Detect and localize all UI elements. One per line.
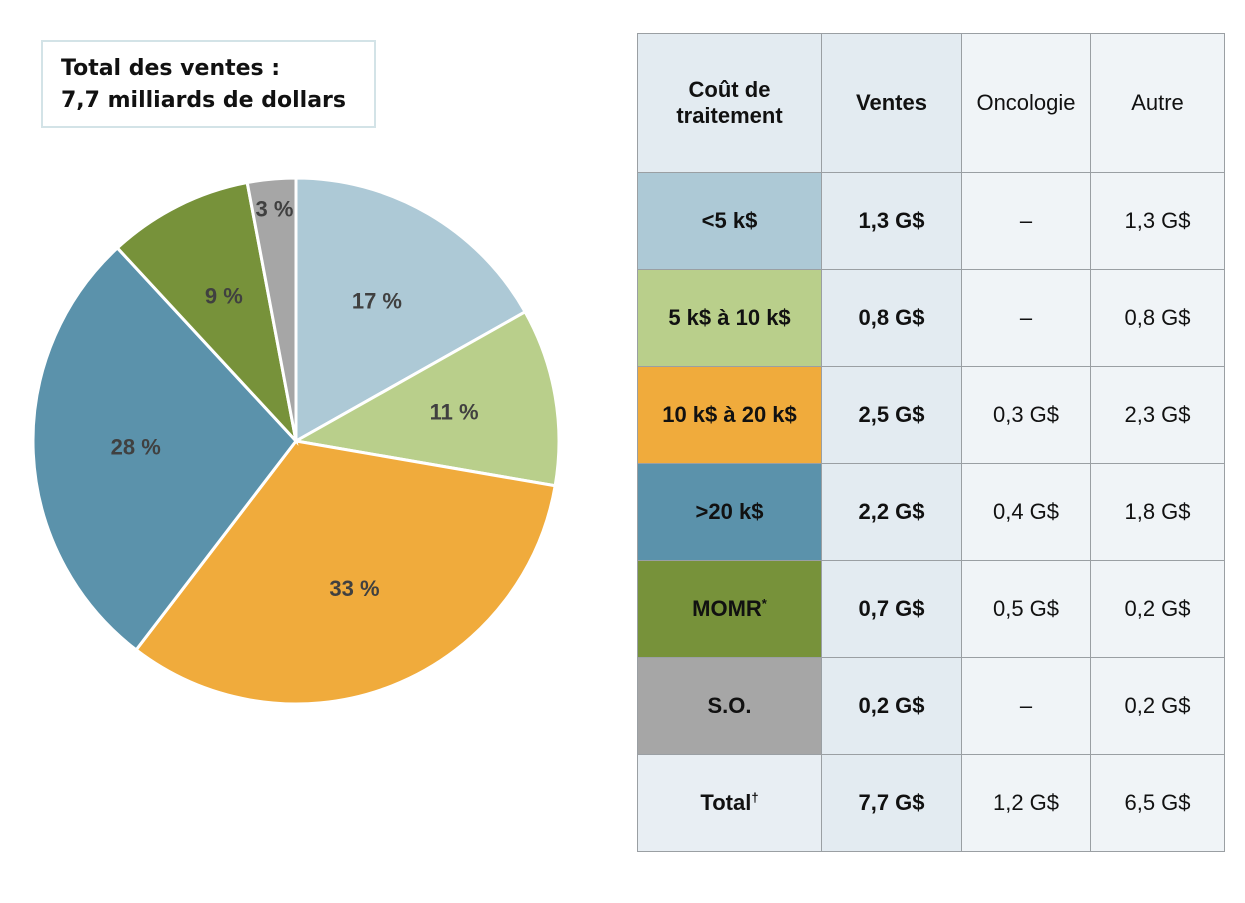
slice-label: 11 % bbox=[430, 400, 479, 425]
row-label: S.O. bbox=[707, 693, 752, 718]
row-label-cell: 10 k$ à 20 k$ bbox=[637, 366, 822, 464]
value-cell: 6,5 G$ bbox=[1090, 754, 1225, 852]
pie-slice bbox=[294, 176, 528, 444]
header-cell: Ventes bbox=[821, 33, 962, 173]
header-text: Coût de traitement bbox=[676, 77, 783, 128]
table-row: 10 k$ à 20 k$ 2,5 G$ 0,3 G$ 2,3 G$ bbox=[637, 366, 1225, 464]
row-label: <5 k$ bbox=[701, 208, 758, 233]
pie-slice bbox=[245, 176, 298, 442]
row-label: 5 k$ à 10 k$ bbox=[668, 305, 791, 330]
cost-table: Coût de traitement Ventes Oncologie Autre <5… bbox=[637, 33, 1225, 852]
value-cell: 0,4 G$ bbox=[961, 463, 1091, 561]
table-row: 5 k$ à 10 k$ 0,8 G$ –0,8 G$ bbox=[637, 269, 1225, 367]
value-cell: 1,2 G$ bbox=[961, 754, 1091, 852]
header-row: Coût de traitement Ventes Oncologie Autre bbox=[637, 33, 1225, 173]
value-cell: 0,8 G$ bbox=[821, 269, 962, 367]
row-label-cell: <5 k$ bbox=[637, 172, 822, 270]
header-cell: Oncologie bbox=[961, 33, 1091, 173]
pie-slice bbox=[291, 309, 561, 488]
table-row: MOMR* 0,7 G$ 0,5 G$ 0,2 G$ bbox=[637, 560, 1225, 658]
value-cell: 7,7 G$ bbox=[821, 754, 962, 852]
header-cell: Coût de traitement bbox=[637, 33, 822, 173]
slice-label: 9 % bbox=[205, 284, 243, 309]
value-cell: 1,3 G$ bbox=[821, 172, 962, 270]
table-row: >20 k$ 2,2 G$ 0,4 G$ 1,8 G$ bbox=[637, 463, 1225, 561]
table-row: S.O. 0,2 G$ –0,2 G$ bbox=[637, 657, 1225, 755]
value-cell: 0,5 G$ bbox=[961, 560, 1091, 658]
value-cell: 2,5 G$ bbox=[821, 366, 962, 464]
row-label-cell: S.O. bbox=[637, 657, 822, 755]
value-cell: 0,8 G$ bbox=[1090, 269, 1225, 367]
slice-label: 3 % bbox=[255, 196, 293, 221]
pie-chart: 17 % 11 % 33 % 28 % 9 % 3 % bbox=[31, 176, 561, 706]
header-text: Ventes bbox=[856, 90, 927, 115]
row-label: 10 k$ à 20 k$ bbox=[662, 402, 797, 427]
row-label-cell: MOMR* bbox=[637, 560, 822, 658]
footnote-mark: † bbox=[751, 790, 759, 805]
value-cell: 0,7 G$ bbox=[821, 560, 962, 658]
table-row: Total† 7,7 G$ 1,2 G$ 6,5 G$ bbox=[637, 754, 1225, 852]
value-cell: 0,3 G$ bbox=[961, 366, 1091, 464]
header-text: Oncologie bbox=[976, 90, 1076, 115]
pie-slice bbox=[31, 245, 298, 652]
chart-title: Total des ventes : bbox=[61, 56, 281, 81]
chart-subtitle: 7,7 milliards de dollars bbox=[61, 88, 346, 113]
value-cell: 2,3 G$ bbox=[1090, 366, 1225, 464]
value-cell: 1,3 G$ bbox=[1090, 172, 1225, 270]
footnote-mark: * bbox=[761, 596, 767, 611]
row-label: >20 k$ bbox=[695, 499, 764, 524]
value-cell: – bbox=[961, 657, 1091, 755]
row-label: Total bbox=[700, 790, 752, 815]
value-cell: 2,2 G$ bbox=[821, 463, 962, 561]
row-label-cell: 5 k$ à 10 k$ bbox=[637, 269, 822, 367]
header-text: Autre bbox=[1131, 90, 1184, 115]
value-cell: 0,2 G$ bbox=[1090, 560, 1225, 658]
slice-label: 17 % bbox=[352, 288, 402, 313]
title-box: Total des ventes : 7,7 milliards de doll… bbox=[41, 40, 376, 128]
value-cell: 0,2 G$ bbox=[1090, 657, 1225, 755]
value-cell: 0,2 G$ bbox=[821, 657, 962, 755]
slice-label: 33 % bbox=[329, 576, 379, 601]
row-label: MOMR bbox=[692, 596, 762, 621]
slice-label: 28 % bbox=[111, 434, 161, 459]
row-label-cell: Total† bbox=[637, 754, 822, 852]
value-cell: 1,8 G$ bbox=[1090, 463, 1225, 561]
row-label-cell: >20 k$ bbox=[637, 463, 822, 561]
table-row: <5 k$ 1,3 G$ –1,3 G$ bbox=[637, 172, 1225, 270]
value-cell: – bbox=[961, 269, 1091, 367]
value-cell: – bbox=[961, 172, 1091, 270]
pie-slice bbox=[115, 180, 299, 446]
pie-slice bbox=[134, 439, 557, 706]
header-cell: Autre bbox=[1090, 33, 1225, 173]
